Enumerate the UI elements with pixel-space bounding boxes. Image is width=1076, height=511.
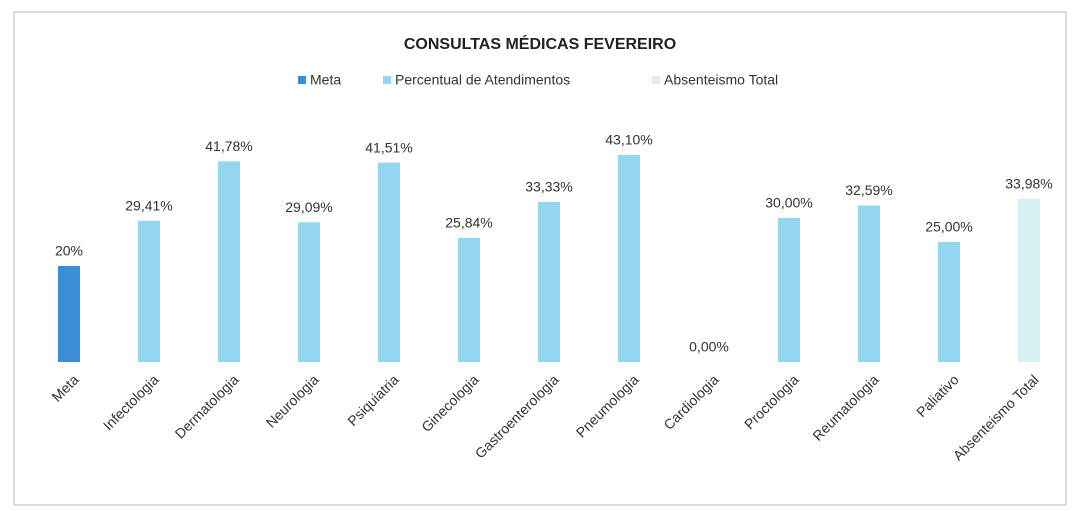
bar	[218, 161, 240, 362]
data-label: 29,41%	[125, 197, 172, 213]
legend-swatch	[652, 76, 660, 84]
legend-label: Percentual de Atendimentos	[395, 72, 570, 88]
chart-title: CONSULTAS MÉDICAS FEVEREIRO	[404, 34, 676, 53]
legend-swatch	[298, 76, 306, 84]
legend-label: Absenteismo Total	[664, 72, 778, 88]
data-label: 30,00%	[765, 195, 812, 211]
bar	[938, 241, 960, 362]
data-label: 25,00%	[925, 219, 972, 235]
bar	[778, 217, 800, 362]
data-label: 33,98%	[1005, 176, 1052, 192]
data-label: 41,51%	[365, 139, 412, 155]
bar	[58, 265, 80, 362]
data-label: 20%	[55, 243, 83, 259]
bar	[298, 222, 320, 362]
data-label: 29,09%	[285, 199, 332, 215]
bar	[458, 237, 480, 362]
legend-swatch	[383, 76, 391, 84]
bar	[378, 162, 400, 362]
data-label: 0,00%	[689, 339, 729, 355]
data-label: 41,78%	[205, 138, 252, 154]
bar	[618, 155, 640, 362]
data-label: 33,33%	[525, 179, 572, 195]
bar	[538, 201, 560, 362]
bar	[138, 220, 160, 362]
legend-label: Meta	[310, 72, 341, 88]
data-label: 32,59%	[845, 182, 892, 198]
bar	[1018, 198, 1040, 362]
data-label: 25,84%	[445, 215, 492, 231]
bar	[858, 205, 880, 362]
data-label: 43,10%	[605, 132, 652, 148]
